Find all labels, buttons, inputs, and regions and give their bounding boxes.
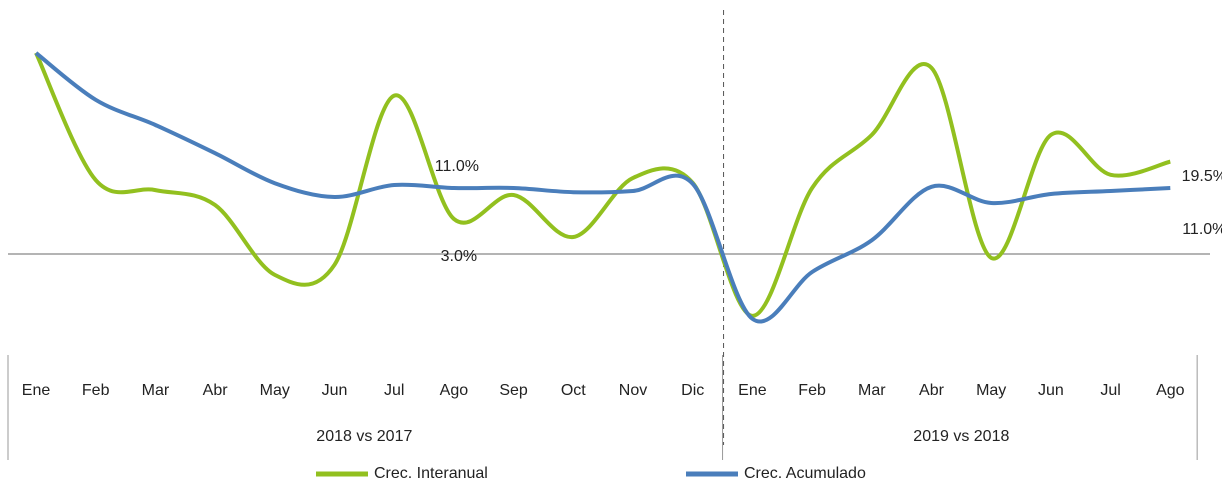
group-label: 2019 vs 2018 — [913, 428, 1009, 445]
data-label: 3.0% — [441, 248, 477, 265]
x-tick-label: Ago — [440, 382, 469, 399]
legend-label: Crec. Interanual — [374, 465, 488, 482]
x-tick-label: Oct — [561, 382, 586, 399]
x-tick-label: Jul — [384, 382, 404, 399]
x-tick-label: May — [260, 382, 290, 399]
x-tick-label: Mar — [858, 382, 886, 399]
series-line — [34, 52, 1171, 318]
x-tick-label: Dic — [681, 382, 704, 399]
x-tick-label: Mar — [142, 382, 170, 399]
x-tick-label: Ene — [738, 382, 767, 399]
data-label: 11.0% — [1182, 221, 1222, 238]
x-tick-label: Abr — [919, 382, 945, 399]
legend-label: Crec. Acumulado — [744, 465, 866, 482]
x-tick-label: Feb — [82, 382, 110, 399]
x-tick-label: Sep — [499, 382, 528, 399]
x-tick-label: Jun — [1038, 382, 1064, 399]
data-label: 11.0% — [435, 158, 479, 175]
x-tick-label: May — [976, 382, 1006, 399]
group-label: 2018 vs 2017 — [316, 428, 412, 445]
series-line — [34, 51, 1171, 324]
data-label: 19.5% — [1182, 168, 1222, 185]
x-tick-label: Nov — [619, 382, 647, 399]
x-tick-label: Ene — [22, 382, 51, 399]
x-tick-label: Ago — [1156, 382, 1185, 399]
x-tick-label: Jun — [322, 382, 348, 399]
x-tick-label: Abr — [203, 382, 229, 399]
x-tick-label: Jul — [1100, 382, 1120, 399]
x-tick-label: Feb — [798, 382, 826, 399]
